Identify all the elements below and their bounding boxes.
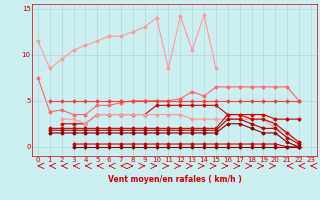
X-axis label: Vent moyen/en rafales ( km/h ): Vent moyen/en rafales ( km/h ) [108,174,241,184]
